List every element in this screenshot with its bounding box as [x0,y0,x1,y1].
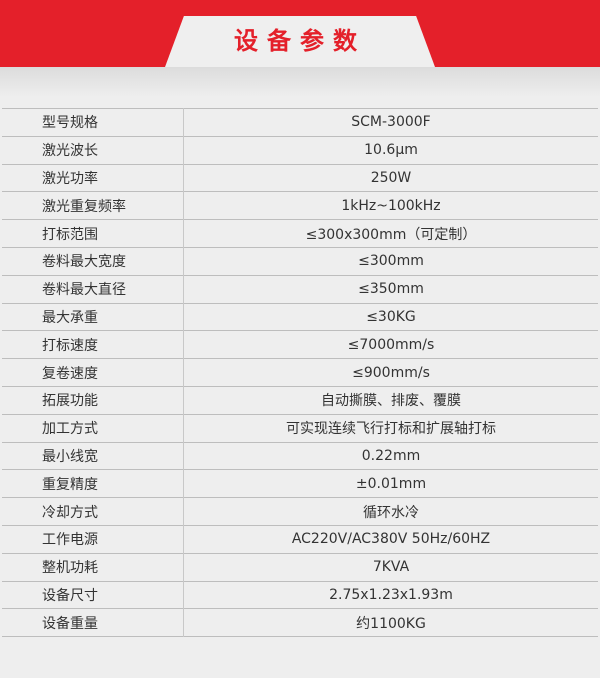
spec-value: 1kHz~100kHz [341,197,441,214]
spec-row: 卷料最大直径 ≤350mm [2,275,598,304]
spec-label: 重复精度 [2,469,184,498]
title-tab [165,16,435,67]
spec-label: 加工方式 [2,414,184,443]
spec-value: 250W [370,169,412,186]
spec-label: 激光功率 [2,164,184,192]
spec-row: 激光功率 250W [2,164,598,192]
spec-row: 打标速度 ≤7000mm/s [2,330,598,359]
spec-label: 整机功耗 [2,553,184,582]
spec-value: 循环水冷 [363,504,419,521]
spec-row: 工作电源 AC220V/AC380V 50Hz/60HZ [2,525,598,554]
spec-label: 激光重复频率 [2,191,184,220]
spec-value: ≤900mm/s [352,364,430,381]
spec-row: 加工方式 可实现连续飞行打标和扩展轴打标 [2,414,598,443]
spec-row: 最大承重 ≤30KG [2,303,598,331]
spec-row: 最小线宽 0.22mm [2,442,598,470]
spec-value: ≤30KG [366,308,416,325]
spec-row: 卷料最大宽度 ≤300mm [2,247,598,276]
spec-row: 打标范围 ≤300x300mm（可定制） [2,219,598,248]
spec-row: 设备尺寸 2.75x1.23x1.93m [2,581,598,609]
spec-value: ≤350mm [358,281,424,298]
spec-row: 复卷速度 ≤900mm/s [2,358,598,387]
spec-value: 0.22mm [361,447,421,464]
spec-label: 设备尺寸 [2,581,184,609]
spec-label: 工作电源 [2,525,184,554]
spec-label: 拓展功能 [2,386,184,415]
spec-label: 型号规格 [2,108,184,137]
spec-value: 10.6μm [364,142,418,159]
spec-row: 激光波长 10.6μm [2,136,598,165]
spec-value: AC220V/AC380V 50Hz/60HZ [291,531,491,548]
spec-table: 型号规格 SCM-3000F 激光波长 10.6μm 激光功率 250W 激光重复频率 1kH… [2,108,598,637]
spec-row: 冷却方式 循环水冷 [2,497,598,526]
page-title: 设备参数 [234,27,366,55]
spec-label: 最大承重 [2,303,184,331]
spec-value: 可实现连续飞行打标和扩展轴打标 [286,421,496,438]
spec-value: 7KVA [372,559,410,576]
spec-label: 卷料最大宽度 [2,247,184,276]
spec-value: 2.75x1.23x1.93m [329,586,453,603]
spec-value: ±0.01mm [355,475,427,492]
spec-label: 打标范围 [2,219,184,248]
spec-row: 型号规格 SCM-3000F [2,108,598,137]
spec-row: 拓展功能 自动撕膜、排废、覆膜 [2,386,598,415]
spec-label: 卷料最大直径 [2,275,184,304]
spec-value: ≤7000mm/s [347,336,435,353]
spec-label: 设备重量 [2,608,184,637]
spec-value: ≤300x300mm（可定制） [305,226,477,243]
spec-label: 最小线宽 [2,442,184,470]
spec-label: 冷却方式 [2,497,184,526]
spec-label: 激光波长 [2,136,184,165]
header-shadow [0,67,600,97]
spec-row: 整机功耗 7KVA [2,553,598,582]
spec-value: 自动撕膜、排废、覆膜 [321,393,461,410]
spec-value: ≤300mm [358,253,424,270]
spec-value: 约1100KG [356,615,426,632]
spec-row: 设备重量 约1100KG [2,608,598,637]
spec-value: SCM-3000F [351,114,431,131]
spec-label: 打标速度 [2,330,184,359]
spec-row: 重复精度 ±0.01mm [2,469,598,498]
spec-label: 复卷速度 [2,358,184,387]
spec-row: 激光重复频率 1kHz~100kHz [2,191,598,220]
